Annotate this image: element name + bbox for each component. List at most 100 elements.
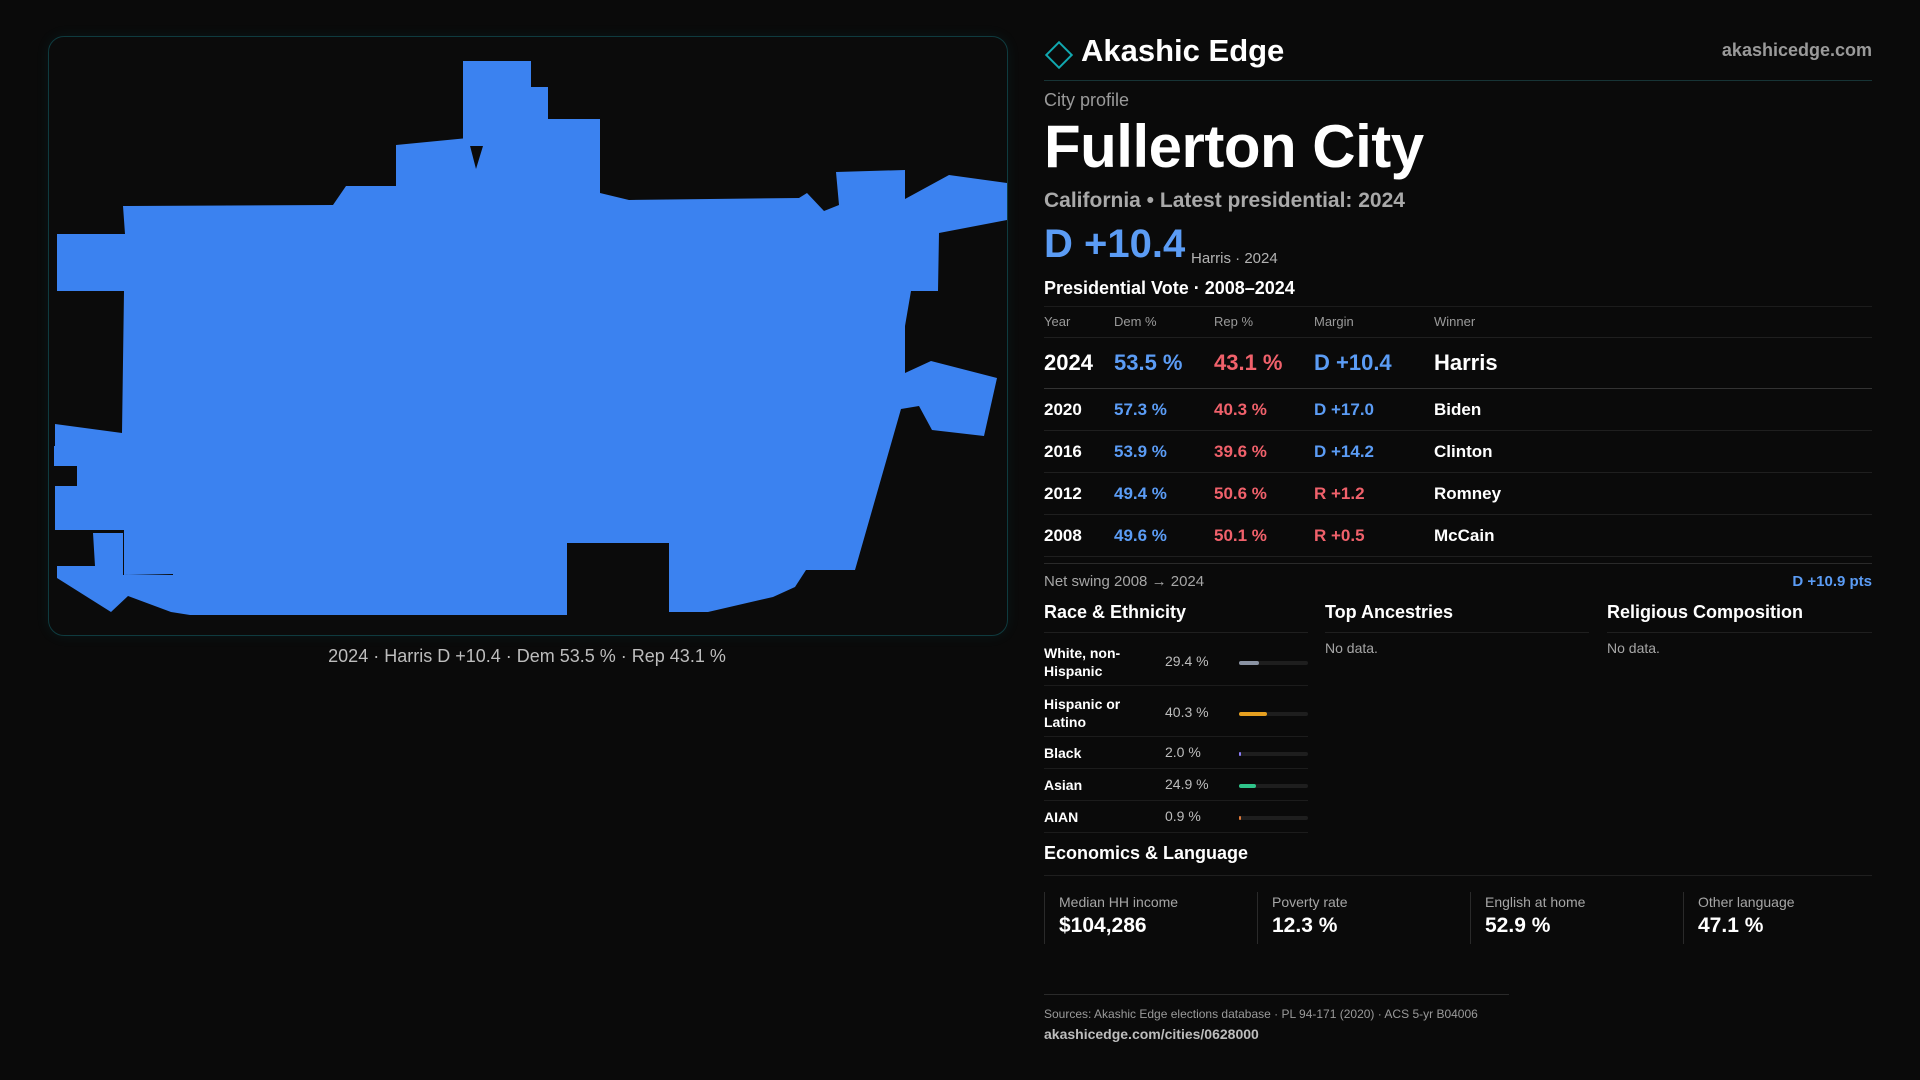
cell-year: 2012	[1044, 484, 1082, 503]
cell-year: 2016	[1044, 442, 1082, 461]
stat-value: $104,286	[1059, 914, 1147, 937]
race-percent: 29.4 %	[1165, 653, 1209, 669]
cell-dem: 53.5 %	[1114, 350, 1183, 375]
cell-dem: 53.9 %	[1114, 442, 1167, 461]
cell-rep: 39.6 %	[1214, 442, 1267, 461]
table-header-row: Year Dem % Rep % Margin Winner	[1044, 307, 1872, 338]
city-map-panel[interactable]	[48, 36, 1008, 636]
list-item: White, non-Hispanic 29.4 %	[1044, 634, 1308, 686]
header-rep: Rep %	[1214, 314, 1254, 329]
map-caption: 2024 · Harris D +10.4 · Dem 53.5 % · Rep…	[328, 646, 726, 666]
top-ancestries-title: Top Ancestries	[1325, 602, 1589, 633]
cell-winner: Harris	[1434, 350, 1498, 375]
economics-language-title: Economics & Language	[1044, 843, 1872, 876]
race-ethnicity-list: White, non-Hispanic 29.4 % Hispanic or L…	[1044, 634, 1308, 833]
stat-poverty-rate: Poverty rate 12.3 %	[1257, 892, 1455, 944]
cell-dem: 57.3 %	[1114, 400, 1167, 419]
header-margin: Margin	[1314, 314, 1354, 329]
cell-margin: D +17.0	[1314, 400, 1375, 419]
list-item: AIAN 0.9 %	[1044, 801, 1308, 833]
table-row: 2024 53.5 % 43.1 % D +10.4 Harris	[1044, 338, 1872, 389]
city-boundary-shape[interactable]	[54, 61, 1007, 615]
stat-median-income: Median HH income $104,286	[1044, 892, 1242, 944]
footer: Sources: Akashic Edge elections database…	[1044, 994, 1509, 1042]
list-item: Black 2.0 %	[1044, 737, 1308, 769]
cell-winner: Clinton	[1434, 442, 1493, 461]
header-winner: Winner	[1434, 314, 1476, 329]
race-bar	[1239, 712, 1308, 716]
cell-margin: R +0.5	[1314, 526, 1365, 545]
footer-url-link[interactable]: akashicedge.com/cities/0628000	[1044, 1026, 1259, 1042]
religion-no-data: No data.	[1607, 640, 1660, 656]
race-bar	[1239, 784, 1308, 788]
cell-margin: D +10.4	[1314, 350, 1392, 375]
cell-dem: 49.6 %	[1114, 526, 1167, 545]
header-year: Year	[1044, 314, 1071, 329]
city-boundary-map	[54, 61, 1007, 615]
race-label: AIAN	[1044, 809, 1079, 825]
race-bar-fill	[1239, 816, 1241, 820]
race-bar	[1239, 752, 1308, 756]
race-bar-fill	[1239, 712, 1267, 716]
page-title: Fullerton City	[1044, 113, 1424, 180]
cell-rep: 40.3 %	[1214, 400, 1267, 419]
net-swing-value: D +10.9 pts	[1792, 573, 1872, 590]
headline-margin: D +10.4	[1044, 222, 1186, 266]
race-percent: 2.0 %	[1165, 744, 1201, 760]
race-bar	[1239, 661, 1308, 665]
race-bar	[1239, 816, 1308, 820]
header-dem: Dem %	[1114, 314, 1157, 329]
stat-value: 52.9 %	[1485, 914, 1551, 937]
profile-panel: Akashic Edge akashicedge.com City profil…	[1044, 0, 1872, 1080]
cell-year: 2008	[1044, 526, 1082, 545]
ancestries-no-data: No data.	[1325, 640, 1378, 656]
stat-value: 12.3 %	[1272, 914, 1338, 937]
cell-margin: R +1.2	[1314, 484, 1365, 503]
stat-english-at-home: English at home 52.9 %	[1470, 892, 1668, 944]
brand-name[interactable]: Akashic Edge	[1081, 33, 1285, 68]
stat-label: Poverty rate	[1272, 894, 1348, 910]
page-kicker: City profile	[1044, 90, 1130, 110]
diamond-logo-icon	[1044, 40, 1074, 70]
race-bar-fill	[1239, 784, 1256, 788]
table-row: 2008 49.6 % 50.1 % R +0.5 McCain	[1044, 515, 1872, 557]
religious-composition-title: Religious Composition	[1607, 602, 1872, 633]
race-label: White, non-Hispanic	[1044, 645, 1121, 679]
cell-winner: Romney	[1434, 484, 1502, 503]
race-label: Asian	[1044, 777, 1083, 793]
cell-rep: 50.1 %	[1214, 526, 1267, 545]
list-item: Hispanic or Latino 40.3 %	[1044, 686, 1308, 737]
cell-winner: McCain	[1434, 526, 1495, 545]
table-row: 2016 53.9 % 39.6 % D +14.2 Clinton	[1044, 431, 1872, 473]
stat-label: Median HH income	[1059, 894, 1179, 910]
list-item: Asian 24.9 %	[1044, 769, 1308, 801]
presidential-vote-title: Presidential Vote · 2008–2024	[1044, 278, 1872, 307]
race-label: Black	[1044, 745, 1082, 761]
cell-year: 2024	[1044, 350, 1093, 375]
sources-text: Sources: Akashic Edge elections database…	[1044, 1007, 1478, 1021]
cell-rep: 43.1 %	[1214, 350, 1283, 375]
brand-url-link[interactable]: akashicedge.com	[1721, 40, 1872, 60]
table-row: 2012 49.4 % 50.6 % R +1.2 Romney	[1044, 473, 1872, 515]
race-ethnicity-title: Race & Ethnicity	[1044, 602, 1308, 633]
race-label: Hispanic or Latino	[1044, 696, 1121, 730]
net-swing-row: Net swing 2008 → 2024 D +10.9 pts	[1044, 563, 1872, 602]
race-percent: 24.9 %	[1165, 776, 1209, 792]
brand-header: Akashic Edge akashicedge.com	[1044, 30, 1872, 81]
race-bar-fill	[1239, 752, 1241, 756]
race-bar-fill	[1239, 661, 1259, 665]
headline-note: Harris · 2024	[1191, 250, 1278, 267]
page-subtitle: California • Latest presidential: 2024	[1044, 189, 1405, 212]
race-percent: 40.3 %	[1165, 704, 1209, 720]
stat-label: Other language	[1698, 894, 1795, 910]
net-swing-label: Net swing 2008 → 2024	[1044, 573, 1205, 590]
table-row: 2020 57.3 % 40.3 % D +17.0 Biden	[1044, 389, 1872, 431]
stat-other-language: Other language 47.1 %	[1683, 892, 1873, 944]
presidential-vote-table: Year Dem % Rep % Margin Winner 2024 53.5…	[1044, 307, 1872, 557]
cell-rep: 50.6 %	[1214, 484, 1267, 503]
cell-winner: Biden	[1434, 400, 1482, 419]
cell-margin: D +14.2	[1314, 442, 1375, 461]
stat-label: English at home	[1485, 894, 1586, 910]
cell-dem: 49.4 %	[1114, 484, 1167, 503]
stat-value: 47.1 %	[1698, 914, 1764, 937]
